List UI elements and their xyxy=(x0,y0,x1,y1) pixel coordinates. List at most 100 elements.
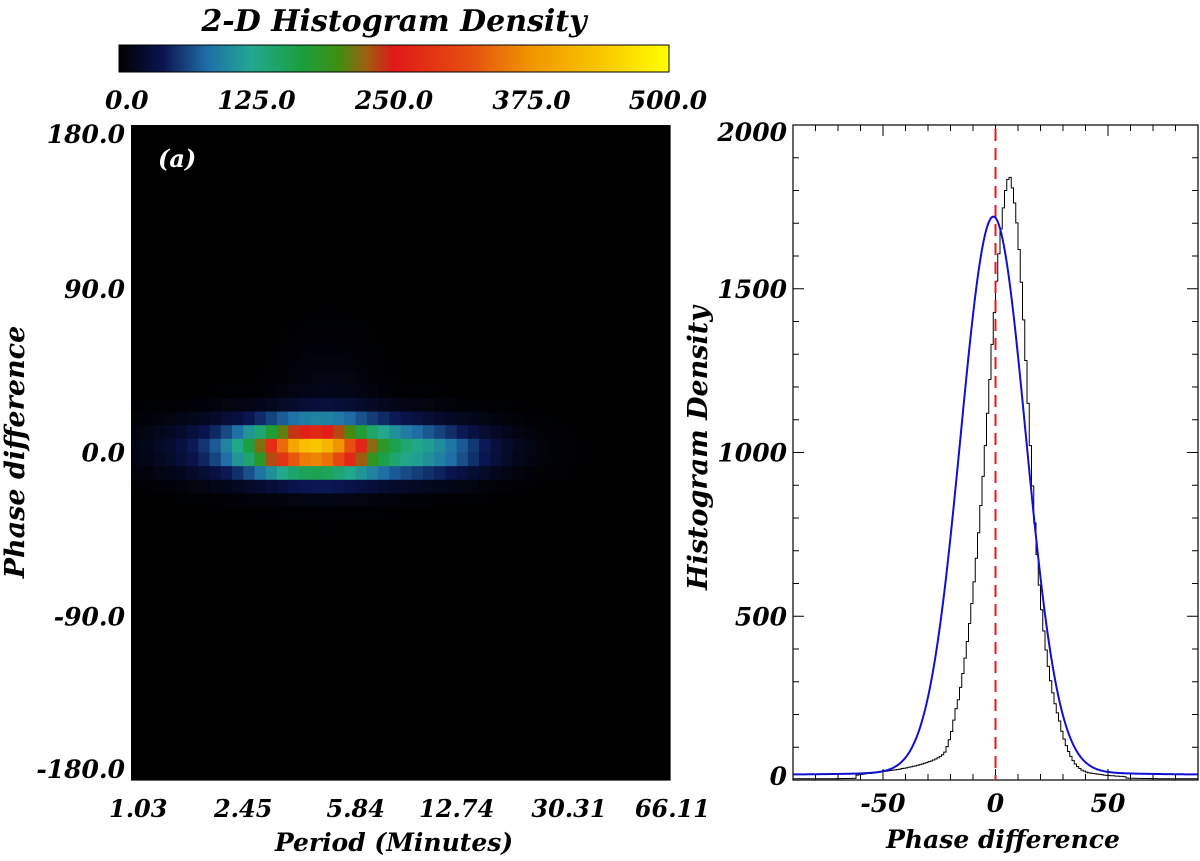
heatmap-cell xyxy=(131,548,143,563)
heatmap-cell xyxy=(591,575,604,590)
heatmap-cell xyxy=(411,684,424,699)
heatmap-cell xyxy=(658,329,671,344)
heatmap-cell xyxy=(602,206,615,222)
heatmap-cell xyxy=(209,629,222,645)
heatmap-cell xyxy=(400,247,413,263)
heatmap-cell xyxy=(321,206,334,222)
heatmap-cell xyxy=(546,247,559,263)
heatmap-cell xyxy=(636,616,649,631)
heatmap-cell xyxy=(310,193,323,208)
heatmap-cell xyxy=(175,698,188,713)
heatmap-cell xyxy=(400,479,413,495)
heatmap-cell xyxy=(187,507,199,522)
heatmap-cell xyxy=(524,234,536,249)
heatmap-cell xyxy=(175,766,188,781)
heatmap-cell xyxy=(658,302,671,317)
heatmap-cell xyxy=(198,370,211,385)
heatmap-cell xyxy=(602,425,615,440)
heatmap-cell xyxy=(625,698,637,713)
heatmap-cell xyxy=(198,397,211,413)
heatmap-cell xyxy=(658,370,671,385)
heatmap-cell xyxy=(501,411,514,426)
heatmap-cell xyxy=(288,616,301,631)
heatmap-cell xyxy=(288,670,301,686)
heatmap-cell xyxy=(400,739,413,754)
heatmap-cell xyxy=(479,316,491,331)
heatmap-cell xyxy=(175,384,188,399)
heatmap-cell xyxy=(490,670,503,686)
heatmap-cell xyxy=(164,507,177,522)
heatmap-cell xyxy=(658,725,671,740)
heatmap-cell xyxy=(220,247,233,263)
heatmap-cell xyxy=(232,575,244,590)
heatmap-cell xyxy=(625,438,637,454)
heatmap-cell xyxy=(568,193,581,208)
heatmap-cell xyxy=(524,247,536,263)
heatmap-cell xyxy=(175,520,188,535)
heatmap-cell xyxy=(232,220,244,235)
heatmap-cell xyxy=(434,479,447,495)
heatmap-cell xyxy=(276,452,289,467)
heatmap-cell xyxy=(557,602,570,617)
heatmap-cell xyxy=(254,657,267,672)
heatmap-cell xyxy=(131,507,143,522)
heatmap-cell xyxy=(187,125,199,140)
heatmap-cell xyxy=(232,329,244,344)
heatmap-cell xyxy=(602,343,615,358)
heatmap-cell xyxy=(142,616,155,631)
heatmap-cell xyxy=(602,125,615,140)
heatmap-cell xyxy=(647,507,660,522)
heatmap-cell xyxy=(602,247,615,263)
heatmap-cell xyxy=(243,138,256,153)
heatmap-cell xyxy=(299,288,312,303)
heatmap-cell xyxy=(389,343,402,358)
heatmap-cell xyxy=(512,425,525,440)
heatmap-cell xyxy=(456,602,469,617)
heatmap-cell xyxy=(658,711,671,727)
heatmap-cell xyxy=(501,670,514,686)
heatmap-cell xyxy=(535,356,548,372)
heatmap-cell xyxy=(243,657,256,672)
heatmap-cell xyxy=(389,684,402,699)
heatmap-cell xyxy=(467,575,480,590)
heatmap-cell xyxy=(658,343,671,358)
heatmap-cell xyxy=(187,316,199,331)
heatmap-cell xyxy=(400,588,413,604)
heatmap-cell xyxy=(636,193,649,208)
heatmap-cell xyxy=(232,602,244,617)
heatmap-cell xyxy=(299,384,312,399)
heatmap-cell xyxy=(479,275,491,290)
heatmap-cell xyxy=(142,179,155,194)
heatmap-cell xyxy=(276,534,289,549)
heatmap-cell xyxy=(613,507,626,522)
heatmap-cell xyxy=(299,438,312,454)
heatmap-cell xyxy=(344,220,357,235)
heatmap-cell xyxy=(602,670,615,686)
heatmap-cell xyxy=(321,275,334,290)
heatmap-cell xyxy=(422,548,435,563)
heatmap-cell xyxy=(164,548,177,563)
heatmap-cell xyxy=(243,384,256,399)
heatmap-cell xyxy=(568,752,581,767)
heatmap-cell xyxy=(625,548,637,563)
heatmap-cell xyxy=(636,425,649,440)
heatmap-cell xyxy=(479,548,491,563)
heatmap-cell xyxy=(422,507,435,522)
heatmap-cell xyxy=(232,384,244,399)
heatmap-cell xyxy=(175,588,188,604)
heatmap-cell xyxy=(658,193,671,208)
heatmap-cell xyxy=(232,316,244,331)
heatmap-cell xyxy=(501,356,514,372)
heatmap-cell xyxy=(232,152,244,167)
heatmap-cell xyxy=(187,698,199,713)
heatmap-cell xyxy=(445,739,458,754)
heatmap-cell xyxy=(299,752,312,767)
heatmap-cell xyxy=(288,220,301,235)
heatmap-cell xyxy=(580,288,592,303)
heatmap-cell xyxy=(321,452,334,467)
heatmap-cell xyxy=(198,752,211,767)
heatmap-cell xyxy=(131,275,143,290)
heatmap-cell xyxy=(422,616,435,631)
heatmap-cell xyxy=(153,466,166,481)
colorbar-gradient xyxy=(118,44,670,73)
